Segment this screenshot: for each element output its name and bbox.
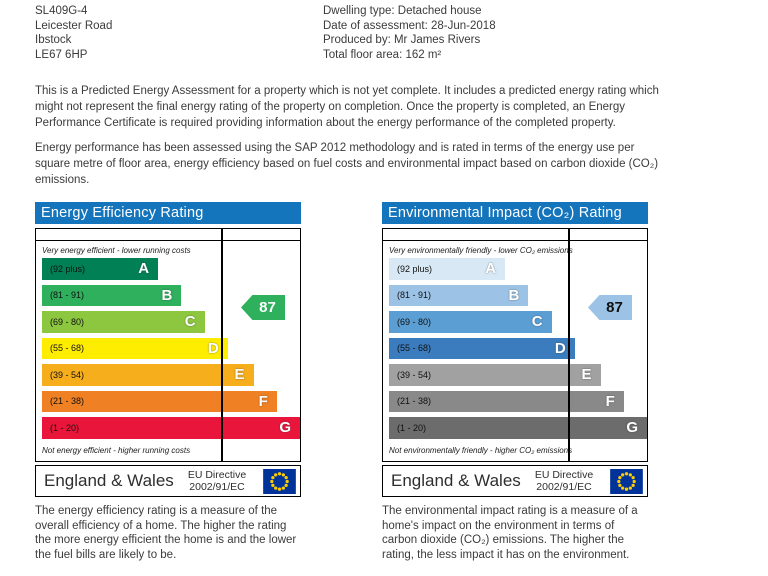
address-line-street: Leicester Road: [35, 19, 113, 32]
top-scale-label: Very energy efficient - lower running co…: [42, 246, 191, 255]
band-letter: C: [531, 313, 543, 331]
band-range-label: (39 - 54): [50, 369, 85, 380]
epc-band-f: (21 - 38) F: [389, 390, 647, 418]
current-rating-column-divider: [568, 229, 570, 461]
address-line-postcode: LE67 6HP: [35, 48, 88, 61]
total-floor-area: Total floor area: 162 m²: [323, 48, 442, 61]
current-rating-column-divider: [221, 229, 223, 461]
energy-efficiency-chart: Energy Efficiency Rating Very energy eff…: [35, 202, 301, 562]
epc-band-c: (69 - 80) C: [389, 311, 647, 338]
epc-band-d: (55 - 68) D: [42, 337, 300, 365]
eu-directive-label: EU Directive 2002/91/EC: [534, 469, 594, 493]
band-letter: G: [626, 419, 638, 437]
epc-band-c: (69 - 80) C: [42, 311, 300, 338]
band-letter: D: [554, 339, 566, 357]
rating-bands: (92 plus) A (81 - 91) B (69 - 80) C (55 - 68) D…: [389, 258, 647, 444]
epc-band-a: (92 plus) A: [42, 258, 300, 285]
eu-directive-label: EU Directive 2002/91/EC: [187, 469, 247, 493]
band-letter: A: [138, 260, 150, 278]
band-range-label: (39 - 54): [397, 369, 432, 380]
epc-band-d: (55 - 68) D: [389, 337, 647, 365]
band-letter: B: [161, 286, 173, 304]
environmental-impact-chart-title: Environmental Impact (CO₂) Rating: [382, 202, 648, 224]
energy-efficiency-chart-title: Energy Efficiency Rating: [35, 202, 301, 224]
address-line-reference: SL409G-4: [35, 5, 88, 17]
band-range-label: (55 - 68): [397, 343, 432, 354]
eu-flag-icon: [263, 468, 296, 494]
band-range-label: (55 - 68): [50, 343, 85, 354]
band-letter: B: [508, 286, 520, 304]
epc-band-a: (92 plus) A: [389, 258, 647, 285]
energy-efficiency-chart-table: Very energy efficient - lower running co…: [35, 228, 301, 462]
band-letter: G: [279, 419, 291, 437]
epc-band-b: (81 - 91) B: [42, 284, 300, 312]
produced-by: Produced by: Mr James Rivers: [323, 34, 481, 46]
band-range-label: (81 - 91): [397, 290, 432, 301]
band-letter: F: [258, 392, 268, 410]
epc-band-g: (1 - 20) G: [42, 417, 300, 444]
assessment-date: Date of assessment: 28-Jun-2018: [323, 19, 496, 32]
band-letter: E: [581, 366, 592, 384]
top-scale-label: Very environmentally friendly - lower CO…: [389, 246, 573, 255]
epc-band-b: (81 - 91) B: [389, 284, 647, 312]
band-letter: E: [234, 366, 245, 384]
band-letter: A: [485, 260, 497, 278]
band-letter: C: [184, 313, 196, 331]
band-range-label: (1 - 20): [397, 422, 427, 433]
band-range-label: (69 - 80): [50, 316, 85, 327]
address-block: SL409G-4 Leicester Road Ibstock LE67 6HP: [35, 4, 112, 62]
epc-band-e: (39 - 54) E: [389, 364, 647, 391]
intro-paragraph: This is a Predicted Energy Assessment fo…: [35, 85, 659, 129]
energy-efficiency-description: The energy efficiency rating is a measur…: [35, 505, 297, 561]
band-range-label: (1 - 20): [50, 422, 80, 433]
eu-flag-icon: [610, 468, 643, 494]
region-label: England & Wales: [44, 471, 174, 490]
band-letter: D: [207, 339, 219, 357]
rating-bands: (92 plus) A (81 - 91) B (69 - 80) C (55 - 68) D…: [42, 258, 300, 444]
rating-column-strip: [383, 229, 647, 241]
rating-column-strip: [36, 229, 300, 241]
epc-band-e: (39 - 54) E: [42, 364, 300, 391]
property-info-block: Dwelling type: Detached house Date of as…: [323, 4, 496, 62]
rating-bands-area: Very energy efficient - lower running co…: [36, 241, 300, 458]
bottom-scale-label: Not energy efficient - higher running co…: [42, 445, 191, 455]
environmental-impact-description: The environmental impact rating is a mea…: [382, 505, 638, 561]
band-letter: F: [605, 392, 615, 410]
epc-band-g: (1 - 20) G: [389, 417, 647, 444]
chart-footer: England & Wales EU Directive 2002/91/EC: [382, 465, 648, 497]
band-range-label: (81 - 91): [50, 290, 85, 301]
region-label: England & Wales: [391, 471, 521, 490]
band-range-label: (92 plus): [50, 263, 86, 274]
epc-band-f: (21 - 38) F: [42, 390, 300, 418]
chart-footer: England & Wales EU Directive 2002/91/EC: [35, 465, 301, 497]
environmental-impact-chart-table: Very environmentally friendly - lower CO…: [382, 228, 648, 462]
methodology-paragraph: Energy performance has been assessed usi…: [35, 142, 659, 186]
address-line-town: Ibstock: [35, 34, 72, 46]
rating-bands-area: Very environmentally friendly - lower CO…: [383, 241, 647, 458]
dwelling-type: Dwelling type: Detached house: [323, 5, 482, 17]
band-range-label: (92 plus): [397, 263, 433, 274]
band-range-label: (69 - 80): [397, 316, 432, 327]
bottom-scale-label: Not environmentally friendly - higher CO…: [389, 445, 573, 455]
band-range-label: (21 - 38): [50, 396, 85, 407]
environmental-impact-chart: Environmental Impact (CO₂) Rating Very e…: [382, 202, 648, 562]
band-range-label: (21 - 38): [397, 396, 432, 407]
